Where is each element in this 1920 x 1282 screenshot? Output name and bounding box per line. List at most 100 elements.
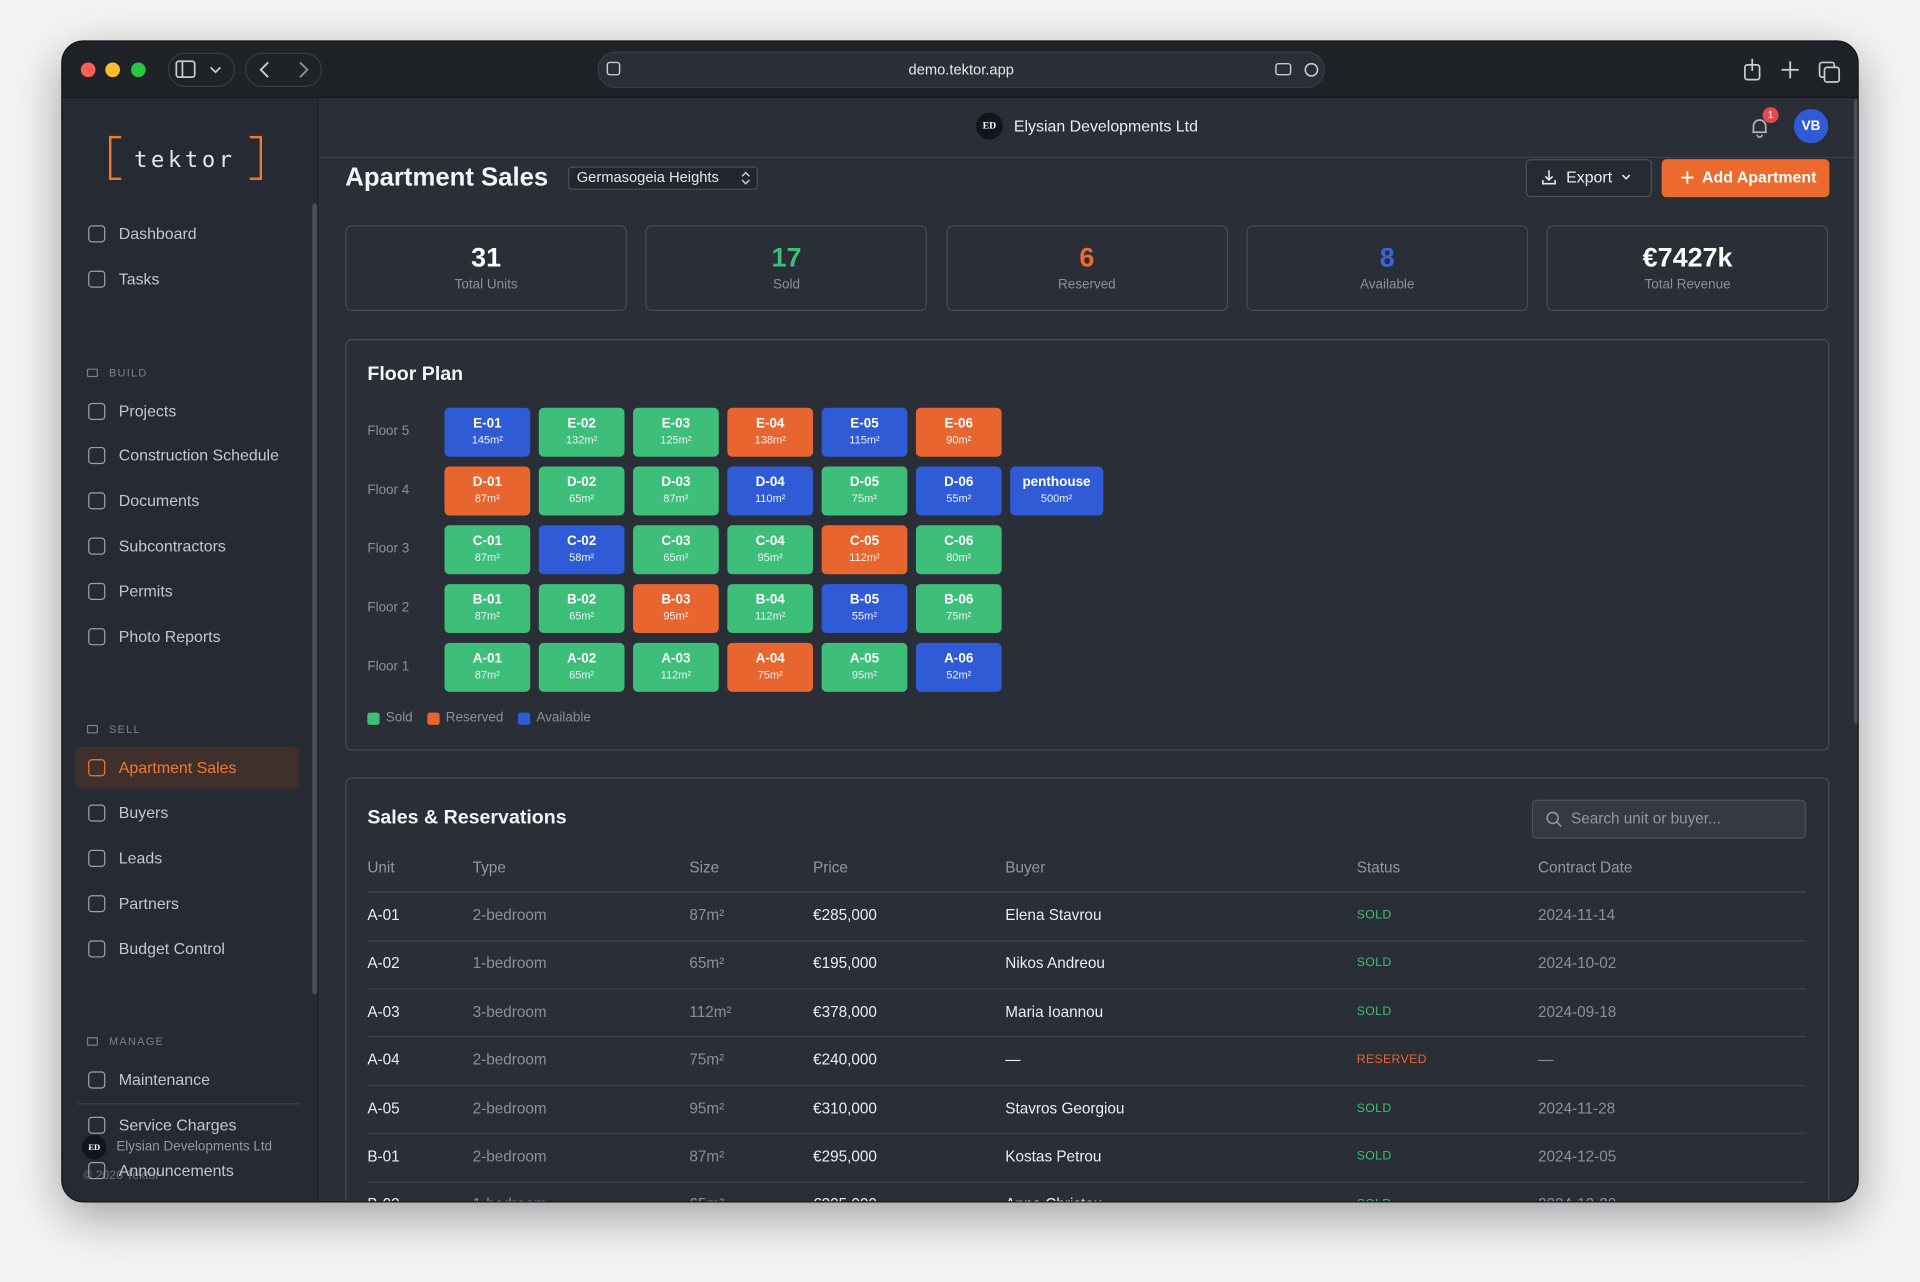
unit-area: 132m² — [566, 433, 598, 446]
unit-tile[interactable]: A-02 65m² — [538, 642, 625, 692]
logo-text: tektor — [134, 147, 236, 173]
unit-area: 112m² — [660, 668, 692, 681]
unit-label: penthouse — [1022, 475, 1091, 490]
unit-label: B-05 — [849, 592, 880, 608]
unit-tile[interactable]: D-01 87m² — [444, 466, 531, 516]
nav-item[interactable]: Announcements — [118, 1161, 234, 1180]
close-button[interactable] — [80, 62, 96, 78]
nav-item[interactable]: Subcontractors — [118, 536, 226, 555]
unit-tile[interactable]: A-04 75m² — [727, 642, 814, 692]
row-rule — [367, 1132, 1807, 1134]
unit-tile[interactable]: B-06 75m² — [915, 584, 1002, 634]
page-title: Apartment Sales — [345, 163, 549, 192]
unit-tile[interactable]: B-04 112m² — [727, 584, 814, 634]
nav-item[interactable]: Documents — [118, 491, 200, 510]
unit-label: E-05 — [850, 416, 879, 432]
unit-tile[interactable]: E-03 125m² — [633, 407, 719, 457]
column-header: Contract Date — [1537, 858, 1633, 877]
bell-icon[interactable] — [1749, 116, 1771, 138]
unit-tile[interactable]: D-05 75m² — [821, 466, 908, 516]
window-content: demo.tektor.app tektor ED Elysian Develo… — [62, 41, 1858, 1202]
unit-label: B-03 — [661, 592, 691, 608]
zoom-button[interactable] — [131, 62, 146, 78]
project-select-text: Germasogeia Heights — [576, 168, 719, 186]
unit-tile[interactable]: D-02 65m² — [538, 466, 625, 516]
select-arrows — [741, 171, 750, 185]
nav-item[interactable]: Partners — [118, 893, 179, 913]
table-cell: 2024-11-14 — [1537, 906, 1616, 924]
unit-tile[interactable]: B-03 95m² — [633, 584, 719, 634]
unit-tile[interactable]: E-04 138m² — [727, 407, 814, 457]
user-avatar[interactable]: VB — [1793, 108, 1829, 144]
legend-label: Sold — [385, 710, 413, 726]
unit-tile[interactable]: A-03 112m² — [633, 642, 719, 692]
unit-tile[interactable]: penthouse 500m² — [1010, 466, 1103, 516]
unit-tile[interactable]: B-05 55m² — [821, 584, 908, 634]
nav-item[interactable]: Projects — [118, 401, 177, 420]
nav-item[interactable]: Budget Control — [118, 938, 225, 958]
unit-area: 65m² — [569, 668, 595, 681]
unit-tile[interactable]: E-01 145m² — [444, 407, 531, 457]
unit-tile[interactable]: E-05 115m² — [821, 407, 908, 457]
nav-item[interactable]: Buyers — [118, 803, 169, 823]
unit-tile[interactable]: B-01 87m² — [444, 584, 531, 634]
stat-label: Total Revenue — [1644, 277, 1731, 292]
unit-tile[interactable]: C-01 87m² — [444, 525, 531, 575]
search-box[interactable] — [1531, 799, 1807, 839]
unit-area: 65m² — [569, 492, 595, 505]
table-cell: A-05 — [367, 1099, 400, 1117]
legend-swatch — [367, 712, 380, 725]
sidebar-toggle[interactable] — [167, 52, 236, 87]
url-bar[interactable] — [597, 51, 1325, 89]
unit-area: 112m² — [849, 551, 880, 564]
table-cell: 1-bedroom — [472, 954, 547, 973]
unit-tile[interactable]: C-02 58m² — [538, 525, 625, 575]
unit-tile[interactable]: C-06 80m² — [915, 525, 1002, 575]
column-header: Price — [813, 858, 848, 877]
table-cell: 65m² — [689, 954, 725, 973]
stat-label: Reserved — [1058, 277, 1116, 292]
project-select[interactable] — [568, 166, 758, 190]
unit-tile[interactable]: E-06 90m² — [915, 407, 1002, 457]
nav-item[interactable]: Construction Schedule — [118, 446, 279, 465]
unit-tile[interactable]: B-02 65m² — [538, 584, 625, 634]
nav-item[interactable]: Dashboard — [118, 224, 197, 243]
table-cell: Maria Ioannou — [1005, 1003, 1104, 1021]
nav-icon — [88, 447, 106, 465]
nav-item[interactable]: Service Charges — [118, 1115, 237, 1135]
nav-item[interactable]: Maintenance — [118, 1070, 210, 1090]
unit-tile[interactable]: A-06 52m² — [915, 642, 1002, 692]
section-icon — [86, 725, 98, 734]
unit-tile[interactable]: E-02 132m² — [538, 407, 625, 457]
status-label: SOLD — [1356, 956, 1392, 971]
nav-item[interactable]: Leads — [118, 848, 163, 868]
stat-value: 17 — [771, 242, 802, 273]
unit-tile[interactable]: C-03 65m² — [633, 525, 719, 575]
table-cell: A-01 — [367, 906, 400, 924]
search-placeholder: Search unit or buyer... — [1571, 810, 1721, 828]
unit-tile[interactable]: D-03 87m² — [633, 466, 719, 516]
column-header: Unit — [367, 858, 395, 877]
unit-label: C-05 — [849, 533, 880, 549]
unit-area: 52m² — [946, 668, 972, 681]
unit-label: C-01 — [472, 533, 502, 549]
footer-copyright: © 2026 Tektor — [83, 1169, 160, 1183]
unit-tile[interactable]: C-05 112m² — [821, 525, 908, 575]
nav-buttons[interactable] — [244, 52, 323, 87]
unit-tile[interactable]: A-05 95m² — [821, 642, 908, 692]
nav-item[interactable]: Photo Reports — [118, 626, 221, 646]
export-icon — [1542, 170, 1631, 185]
nav-icon — [88, 1071, 106, 1090]
legend-swatch — [518, 712, 531, 725]
unit-tile[interactable]: D-04 110m² — [727, 466, 814, 516]
minimize-button[interactable] — [105, 62, 121, 78]
unit-tile[interactable]: A-01 87m² — [444, 642, 531, 692]
logo-bracket-right — [249, 135, 263, 181]
unit-tile[interactable]: D-06 55m² — [915, 466, 1002, 516]
stat-card — [345, 225, 627, 312]
unit-area: 75m² — [757, 668, 783, 681]
nav-item[interactable]: Permits — [118, 581, 173, 601]
unit-tile[interactable]: C-04 95m² — [727, 525, 814, 575]
nav-item[interactable]: Apartment Sales — [118, 758, 237, 778]
nav-item[interactable]: Tasks — [118, 269, 160, 288]
